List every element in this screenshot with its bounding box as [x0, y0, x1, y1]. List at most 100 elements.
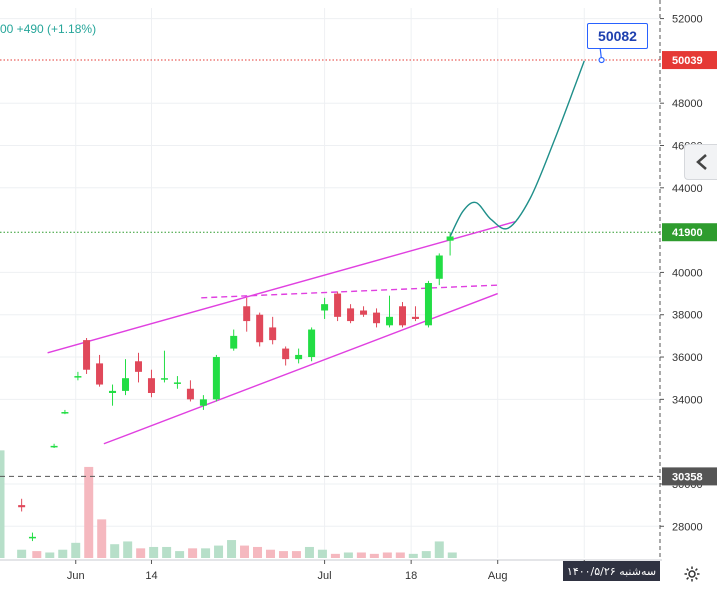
volume-bar — [265, 549, 275, 558]
candlesticks — [18, 232, 454, 542]
candle-body — [446, 236, 454, 241]
time-axis[interactable]: Jun14Jul18Aug8 — [67, 560, 587, 582]
volume-bar — [188, 548, 198, 558]
candle-body — [424, 283, 432, 326]
volume-bar — [278, 551, 288, 558]
x-tick-label: Aug — [488, 570, 508, 582]
x-tick-label: Jul — [318, 570, 332, 582]
y-tick-label: 38000 — [672, 310, 703, 322]
volume-bar — [71, 542, 81, 558]
projection-path — [449, 60, 585, 237]
volume-bar — [214, 545, 224, 558]
candle-body — [83, 340, 91, 370]
price-level-label: 30358 — [672, 471, 703, 483]
volume-bar — [58, 549, 68, 558]
candle-body — [269, 327, 277, 341]
candle-body — [212, 357, 220, 400]
x-tick-label: Jun — [67, 570, 85, 582]
volume-bar — [17, 549, 27, 558]
candle-body — [134, 361, 142, 372]
candle-body — [308, 329, 316, 358]
volume-bar — [201, 548, 211, 558]
candle-body — [230, 335, 238, 349]
volume-bar — [408, 553, 418, 558]
volume-bar — [149, 546, 159, 558]
price-callout[interactable]: 50082 — [587, 23, 648, 49]
candle-body — [74, 376, 82, 378]
candle-body — [373, 312, 381, 324]
candle-body — [173, 382, 181, 384]
expand-panel-button[interactable] — [684, 144, 717, 180]
candle-body — [96, 363, 104, 385]
candle-body — [122, 378, 130, 391]
volume-bar — [356, 552, 366, 558]
candle-body — [28, 536, 36, 539]
candle-body — [321, 304, 329, 311]
volume-bar — [227, 540, 237, 558]
volume-bar — [330, 553, 340, 558]
volume-bar — [382, 552, 392, 558]
rising-wedge-lines — [47, 220, 516, 445]
volume-bar — [175, 551, 185, 558]
price-level-tag — [662, 467, 717, 486]
candle-body — [334, 293, 342, 317]
chevron-left-icon — [695, 154, 707, 170]
volume-bar — [291, 551, 301, 558]
wedge-line — [103, 292, 498, 445]
volume-bar — [123, 541, 133, 558]
settings-button[interactable] — [672, 560, 712, 588]
candle-body — [386, 316, 394, 326]
price-level-label: 50039 — [672, 55, 703, 67]
candle-body — [282, 348, 290, 360]
volume-bar — [304, 546, 314, 558]
candle-body — [50, 445, 58, 448]
candle-body — [199, 399, 207, 406]
candle-body — [347, 308, 355, 322]
volume-bar — [434, 541, 444, 558]
candle-body — [61, 412, 69, 414]
candle-body — [160, 378, 168, 380]
volume-bar — [32, 551, 42, 558]
volume-bar — [84, 466, 94, 558]
gear-icon — [684, 566, 700, 582]
candle-body — [295, 354, 303, 360]
price-level-tag — [662, 223, 717, 242]
candle-body — [186, 388, 194, 400]
volume-bar — [45, 552, 55, 558]
candle-body — [256, 314, 264, 343]
candle-body — [411, 316, 419, 319]
candle-body — [435, 255, 443, 279]
y-tick-label: 48000 — [672, 98, 703, 110]
wedge-line — [47, 220, 516, 354]
wedge-line — [201, 284, 498, 299]
volume-bar — [162, 546, 172, 558]
candle-body — [147, 378, 155, 393]
price-axis[interactable]: 2800030000340003600038000400004400046000… — [0, 0, 717, 561]
candle-body — [360, 310, 368, 315]
volume-bar — [317, 549, 327, 558]
volume-bar — [421, 551, 431, 558]
volume-bar — [447, 552, 457, 558]
candle-body — [109, 390, 117, 393]
y-tick-label: 34000 — [672, 394, 703, 406]
volume-bar — [0, 450, 5, 558]
volume-bar — [240, 545, 250, 558]
volume-bar — [343, 552, 353, 558]
volume-bar — [97, 519, 107, 558]
price-levels — [0, 59, 660, 477]
volume-bar — [395, 552, 405, 558]
volume-bars — [0, 450, 457, 558]
volume-bar — [253, 546, 263, 558]
grid-lines — [0, 8, 660, 558]
x-tick-label: 14 — [145, 570, 157, 582]
candle-body — [398, 306, 406, 326]
volume-bar — [369, 553, 379, 558]
volume-bar — [110, 544, 120, 558]
price-level-tag — [662, 51, 717, 70]
volume-bar — [136, 548, 146, 558]
callout-anchor — [598, 56, 605, 64]
y-tick-label: 40000 — [672, 267, 703, 279]
y-tick-label: 44000 — [672, 183, 703, 195]
projection-curve — [449, 46, 605, 237]
